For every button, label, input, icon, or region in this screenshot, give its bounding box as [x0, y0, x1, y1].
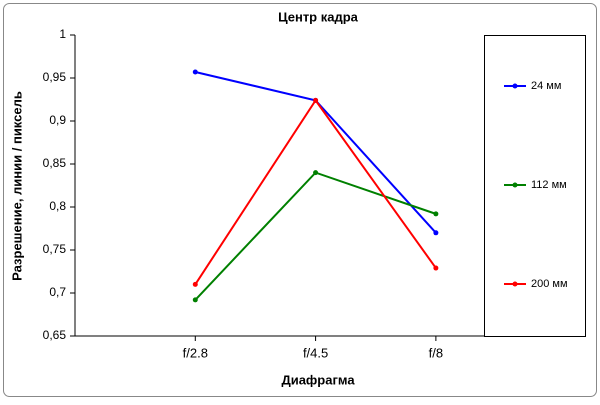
legend-label: 200 мм [531, 278, 568, 290]
y-axis-label: Разрешение, линии / пиксель [9, 91, 24, 281]
legend-marker [512, 83, 518, 89]
marker [192, 69, 198, 75]
marker [192, 297, 198, 303]
marker [433, 211, 439, 217]
y-tick-label: 0,8 [49, 199, 66, 213]
legend-label: 24 мм [531, 80, 561, 92]
marker [192, 281, 198, 287]
legend-marker [512, 281, 518, 287]
y-tick-label: 1 [59, 27, 66, 41]
marker [313, 170, 319, 176]
x-tick-label: f/4.5 [303, 345, 328, 360]
marker [433, 230, 439, 236]
legend-marker [512, 182, 518, 188]
x-tick-label: f/2.8 [183, 345, 208, 360]
chart-title: Центр кадра [278, 9, 359, 24]
y-tick-label: 0,75 [43, 242, 67, 256]
marker [433, 265, 439, 271]
y-tick-label: 0,65 [43, 328, 67, 342]
marker [313, 97, 319, 103]
y-tick-label: 0,95 [43, 70, 67, 84]
x-tick-label: f/8 [429, 345, 443, 360]
y-tick-label: 0,85 [43, 156, 67, 170]
legend-label: 112 мм [531, 179, 567, 191]
x-axis-label: Диафрагма [281, 372, 355, 387]
legend-box [484, 35, 586, 337]
y-tick-label: 0,9 [49, 113, 66, 127]
y-tick-label: 0,7 [49, 285, 66, 299]
chart-frame [3, 3, 597, 397]
